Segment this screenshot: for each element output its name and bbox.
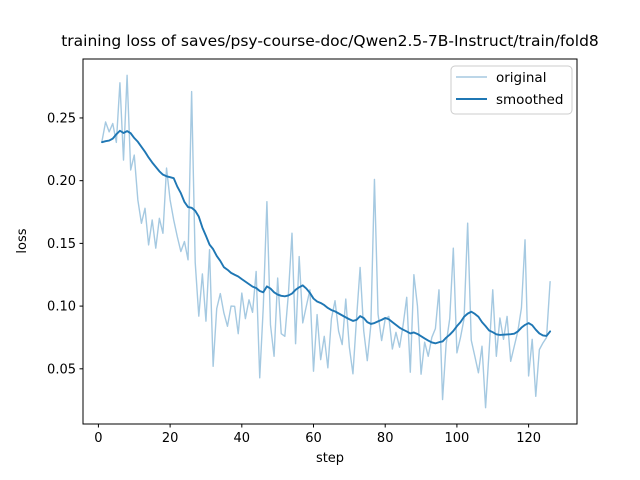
x-tick-label: 80 <box>377 431 394 446</box>
y-axis-label: loss <box>15 228 30 253</box>
series-lines <box>101 74 552 409</box>
y-tick-label: 0.25 <box>47 111 76 126</box>
x-tick-label: 0 <box>94 431 102 446</box>
chart-title: training loss of saves/psy-course-doc/Qw… <box>61 32 599 50</box>
x-tick-label: 100 <box>444 431 469 446</box>
x-tick-label: 20 <box>162 431 179 446</box>
legend: original smoothed <box>450 65 573 115</box>
plot-frame <box>82 58 578 425</box>
y-ticks: 0.05 0.10 0.15 0.20 0.25 <box>47 111 83 377</box>
x-tick-label: 40 <box>234 431 251 446</box>
y-tick-label: 0.10 <box>47 300 76 315</box>
x-tick-label: 120 <box>516 431 541 446</box>
series-line-smoothed <box>101 129 552 345</box>
legend-box <box>450 65 573 115</box>
legend-label-original: original <box>496 70 546 86</box>
y-tick-label: 0.05 <box>47 362 76 377</box>
x-axis-label: step <box>316 451 344 466</box>
series-line-original <box>101 74 551 409</box>
y-tick-label: 0.15 <box>47 237 76 252</box>
y-tick-label: 0.20 <box>47 174 76 189</box>
x-ticks: 0 20 40 60 80 100 120 <box>94 424 541 446</box>
x-tick-label: 60 <box>305 431 322 446</box>
legend-label-smoothed: smoothed <box>496 92 563 108</box>
